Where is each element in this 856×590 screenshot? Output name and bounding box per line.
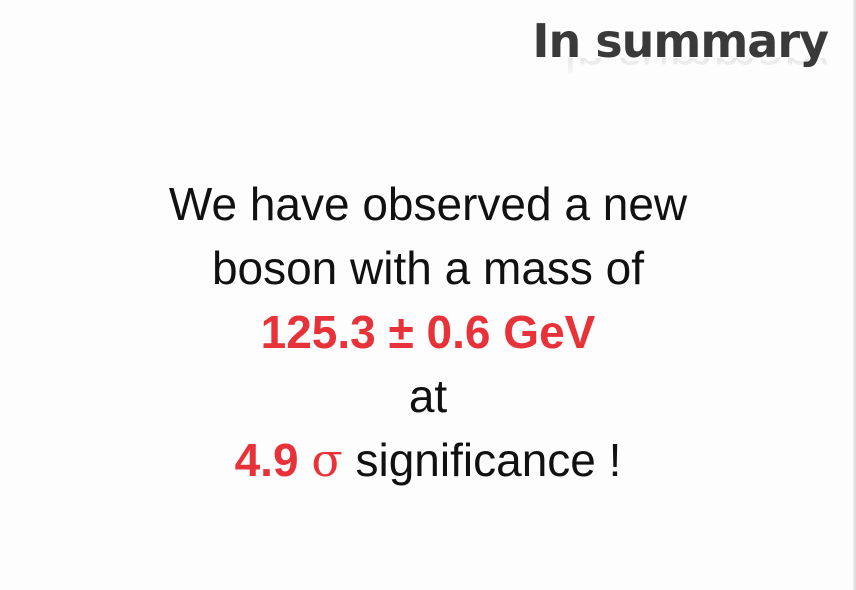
slide-title: In summary	[532, 14, 829, 68]
summary-line-1: We have observed a new	[168, 178, 688, 230]
summary-text: We have observed a new boson with a mass…	[0, 172, 856, 492]
slide-title-reflection: In summary	[532, 58, 828, 78]
sigma-symbol: σ	[311, 433, 343, 487]
summary-line-4: at	[408, 370, 448, 422]
summary-line-2: boson with a mass of	[211, 242, 645, 294]
significance-line: 4.9 σ significance !	[0, 428, 856, 492]
significance-text: significance !	[342, 434, 622, 486]
significance-value: 4.9	[234, 434, 299, 486]
mass-value: 125.3 ± 0.6 GeV	[260, 306, 596, 358]
title-block: In summary In summary	[532, 14, 829, 78]
slide-edge	[853, 0, 856, 590]
